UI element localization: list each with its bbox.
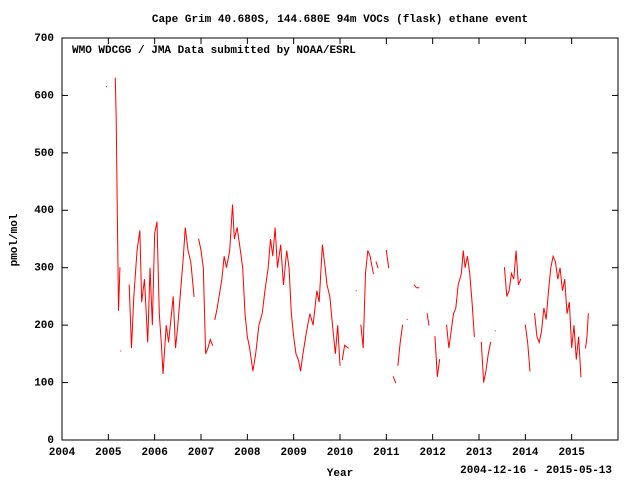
annotation: WMO WDCGG / JMA Data submitted by NOAA/E… <box>72 45 356 57</box>
y-tick-label: 0 <box>47 435 54 447</box>
x-tick-label: 2014 <box>512 447 539 459</box>
x-tick-label: 2012 <box>419 447 445 459</box>
y-tick-label: 100 <box>34 377 54 389</box>
y-tick-label: 600 <box>34 90 54 102</box>
date-range: 2004-12-16 - 2015-05-13 <box>460 465 612 477</box>
x-tick-label: 2006 <box>141 447 167 459</box>
x-tick-label: 2004 <box>49 447 76 459</box>
x-tick-label: 2008 <box>234 447 261 459</box>
y-tick-label: 200 <box>34 320 54 332</box>
y-tick-label: 500 <box>34 148 54 160</box>
x-tick-label: 2009 <box>280 447 306 459</box>
x-axis-label: Year <box>327 468 353 480</box>
y-tick-label: 400 <box>34 205 54 217</box>
chart-title: Cape Grim 40.680S, 144.680E 94m VOCs (fl… <box>152 14 528 26</box>
x-tick-label: 2007 <box>188 447 214 459</box>
y-tick-label: 700 <box>34 33 54 45</box>
data-line <box>105 77 589 384</box>
x-tick-label: 2010 <box>327 447 353 459</box>
x-tick-label: 2015 <box>558 447 585 459</box>
y-tick-label: 300 <box>34 263 54 275</box>
x-tick-label: 2005 <box>95 447 122 459</box>
x-tick-label: 2013 <box>466 447 493 459</box>
x-tick-label: 2011 <box>373 447 400 459</box>
y-axis-label: pmol/mol <box>9 213 21 266</box>
